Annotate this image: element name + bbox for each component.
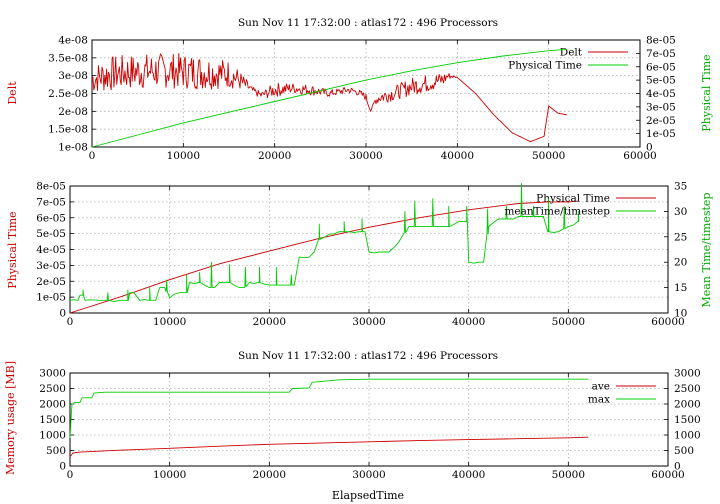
y-tick-label: 4e-08 bbox=[58, 35, 88, 47]
panel2-y-label: Physical Time bbox=[6, 211, 19, 288]
y-tick-label: 6e-05 bbox=[36, 212, 66, 224]
panel3-title: Sun Nov 11 17:32:00 : atlas172 : 496 Pro… bbox=[238, 350, 498, 362]
panel1-y2-label: Physical Time bbox=[700, 54, 713, 131]
y-tick-label: 7e-05 bbox=[36, 196, 66, 208]
y-tick-label: 3.5e-08 bbox=[48, 52, 88, 64]
y2-tick-label: 15 bbox=[674, 282, 687, 294]
series-meantime-timestep-line bbox=[69, 183, 580, 302]
x-tick-label: 40000 bbox=[452, 316, 485, 328]
y2-tick-label: 3000 bbox=[674, 368, 701, 380]
legend-label: ave bbox=[592, 381, 610, 393]
y-tick-label: 1e-08 bbox=[58, 142, 88, 154]
y-tick-label: 3000 bbox=[39, 368, 66, 380]
y2-tick-label: 30 bbox=[674, 206, 687, 218]
x-tick-label: 50000 bbox=[552, 469, 585, 481]
legend-label: meanTime/timestep bbox=[504, 206, 610, 218]
y-tick-label: 1500 bbox=[39, 414, 66, 426]
y-tick-label: 0 bbox=[59, 461, 66, 473]
y-tick-label: 2500 bbox=[39, 383, 66, 395]
panel3-x-label: ElapsedTime bbox=[332, 489, 404, 502]
plot-frame bbox=[69, 372, 669, 467]
y2-tick-label: 20 bbox=[674, 257, 687, 269]
x-tick-label: 30000 bbox=[352, 316, 385, 328]
y2-tick-label: 0 bbox=[674, 461, 681, 473]
y2-tick-label: 1500 bbox=[674, 414, 701, 426]
panel-delt-physical-time: Sun Nov 11 17:32:00 : atlas172 : 496 Pro… bbox=[6, 17, 713, 162]
panel3-y-label: Memory usage [MB] bbox=[4, 361, 17, 475]
series-max-line bbox=[69, 378, 589, 439]
y-tick-label: 500 bbox=[46, 445, 66, 457]
x-tick-label: 60000 bbox=[651, 316, 684, 328]
x-tick-label: 60000 bbox=[651, 469, 684, 481]
y2-tick-label: 500 bbox=[674, 445, 694, 457]
y-tick-label: 0 bbox=[59, 308, 66, 320]
panel2-y2-label: Mean Time/timestep bbox=[700, 193, 713, 308]
y2-tick-label: 2000 bbox=[674, 399, 701, 411]
y-tick-label: 1000 bbox=[39, 430, 66, 442]
y-tick-label: 2.5e-08 bbox=[48, 88, 88, 100]
y-tick-label: 3e-08 bbox=[58, 70, 88, 82]
y-tick-label: 2e-08 bbox=[58, 106, 88, 118]
y2-tick-label: 8e-05 bbox=[646, 35, 676, 47]
y2-tick-label: 3e-05 bbox=[646, 101, 676, 113]
x-tick-label: 10000 bbox=[153, 469, 186, 481]
x-tick-label: 30000 bbox=[349, 150, 382, 162]
y2-tick-label: 5e-05 bbox=[646, 75, 676, 87]
x-tick-label: 60000 bbox=[623, 150, 656, 162]
legend-label: Physical Time bbox=[508, 60, 582, 72]
y-tick-label: 2e-05 bbox=[36, 276, 66, 288]
y2-tick-label: 35 bbox=[674, 181, 687, 193]
series-ave-line bbox=[69, 436, 589, 457]
panel1-title: Sun Nov 11 17:32:00 : atlas172 : 496 Pro… bbox=[238, 17, 498, 29]
y-tick-label: 4e-05 bbox=[36, 244, 66, 256]
x-tick-label: 10000 bbox=[167, 150, 200, 162]
x-tick-label: 50000 bbox=[532, 150, 565, 162]
legend-label: Physical Time bbox=[536, 193, 610, 205]
x-tick-label: 30000 bbox=[352, 469, 385, 481]
legend-label: Delt bbox=[560, 47, 583, 59]
y2-tick-label: 2500 bbox=[674, 383, 701, 395]
x-tick-label: 20000 bbox=[258, 150, 291, 162]
y2-tick-label: 0 bbox=[646, 142, 653, 154]
panel1-y-label: Delt bbox=[6, 81, 19, 105]
x-tick-label: 40000 bbox=[441, 150, 474, 162]
y-tick-label: 5e-05 bbox=[36, 228, 66, 240]
legend-label: max bbox=[588, 394, 610, 406]
y2-tick-label: 7e-05 bbox=[646, 48, 676, 60]
y-tick-label: 1.5e-08 bbox=[48, 124, 88, 136]
y2-tick-label: 10 bbox=[674, 308, 687, 320]
x-tick-label: 0 bbox=[67, 469, 74, 481]
y-tick-label: 3e-05 bbox=[36, 260, 66, 272]
series-physical-time-line bbox=[91, 48, 567, 148]
series-delt-line bbox=[91, 53, 567, 143]
x-tick-label: 50000 bbox=[552, 316, 585, 328]
x-tick-label: 20000 bbox=[253, 469, 286, 481]
y2-tick-label: 1e-05 bbox=[646, 128, 676, 140]
panel-memory-usage: Sun Nov 11 17:32:00 : atlas172 : 496 Pro… bbox=[4, 350, 701, 502]
x-tick-label: 20000 bbox=[253, 316, 286, 328]
y2-tick-label: 1000 bbox=[674, 430, 701, 442]
x-tick-label: 0 bbox=[89, 150, 96, 162]
y2-tick-label: 25 bbox=[674, 231, 687, 243]
y-tick-label: 8e-05 bbox=[36, 181, 66, 193]
x-tick-label: 0 bbox=[67, 316, 74, 328]
y2-tick-label: 6e-05 bbox=[646, 61, 676, 73]
y-tick-label: 2000 bbox=[39, 399, 66, 411]
x-tick-label: 40000 bbox=[452, 469, 485, 481]
x-tick-label: 10000 bbox=[153, 316, 186, 328]
panel-physical-time-mean-time: Physical Time Mean Time/timestep 0 10000 2… bbox=[6, 181, 713, 329]
y2-tick-label: 2e-05 bbox=[646, 115, 676, 127]
plot-frame bbox=[69, 185, 669, 314]
y2-tick-label: 4e-05 bbox=[646, 88, 676, 100]
y-tick-label: 1e-05 bbox=[36, 292, 66, 304]
plot-frame bbox=[91, 39, 641, 148]
